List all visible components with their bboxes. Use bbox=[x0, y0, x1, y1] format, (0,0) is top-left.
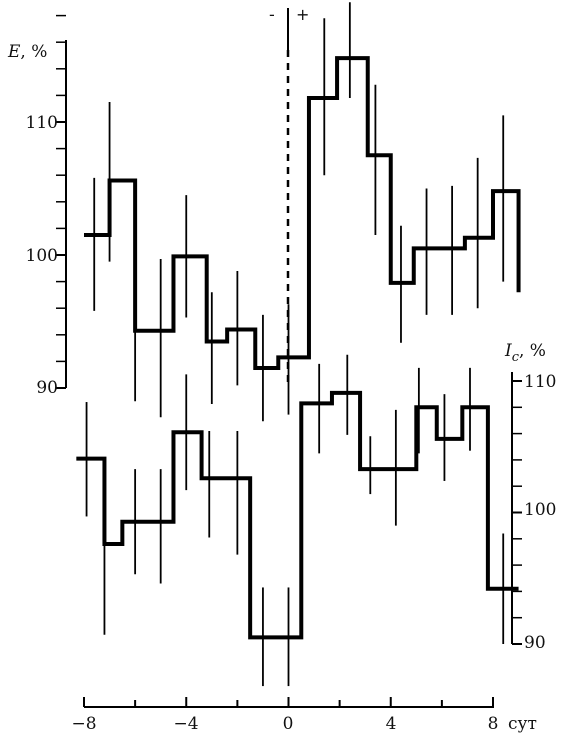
right-y-axis: 110 100 90 Ic, % bbox=[504, 341, 556, 653]
ic-step-line bbox=[76, 390, 519, 640]
plus-sign-label: + bbox=[296, 5, 309, 24]
x-tick-label-neg8: −8 bbox=[71, 714, 96, 734]
left-y-axis: 110 100 90 E, % bbox=[7, 14, 67, 398]
left-tick-label-110: 110 bbox=[26, 113, 58, 133]
x-tick-label-4: 4 bbox=[386, 714, 397, 734]
right-tick-label-90: 90 bbox=[524, 633, 546, 653]
minus-sign-label: - bbox=[269, 5, 275, 24]
x-tick-label-neg4: −4 bbox=[173, 714, 198, 734]
left-tick-label-100: 100 bbox=[26, 246, 58, 266]
left-tick-label-90: 90 bbox=[36, 378, 58, 398]
x-axis-unit-label: сут bbox=[508, 714, 537, 734]
x-axis: −8 −4 0 4 8 сут bbox=[71, 697, 537, 734]
right-tick-label-100: 100 bbox=[524, 500, 556, 520]
e-step-line bbox=[84, 56, 521, 371]
left-axis-title: E, % bbox=[7, 42, 47, 62]
x-tick-label-8: 8 bbox=[488, 714, 499, 734]
right-axis-title: Ic, % bbox=[504, 341, 546, 365]
right-tick-label-110: 110 bbox=[524, 372, 556, 392]
x-tick-label-0: 0 bbox=[283, 714, 294, 734]
